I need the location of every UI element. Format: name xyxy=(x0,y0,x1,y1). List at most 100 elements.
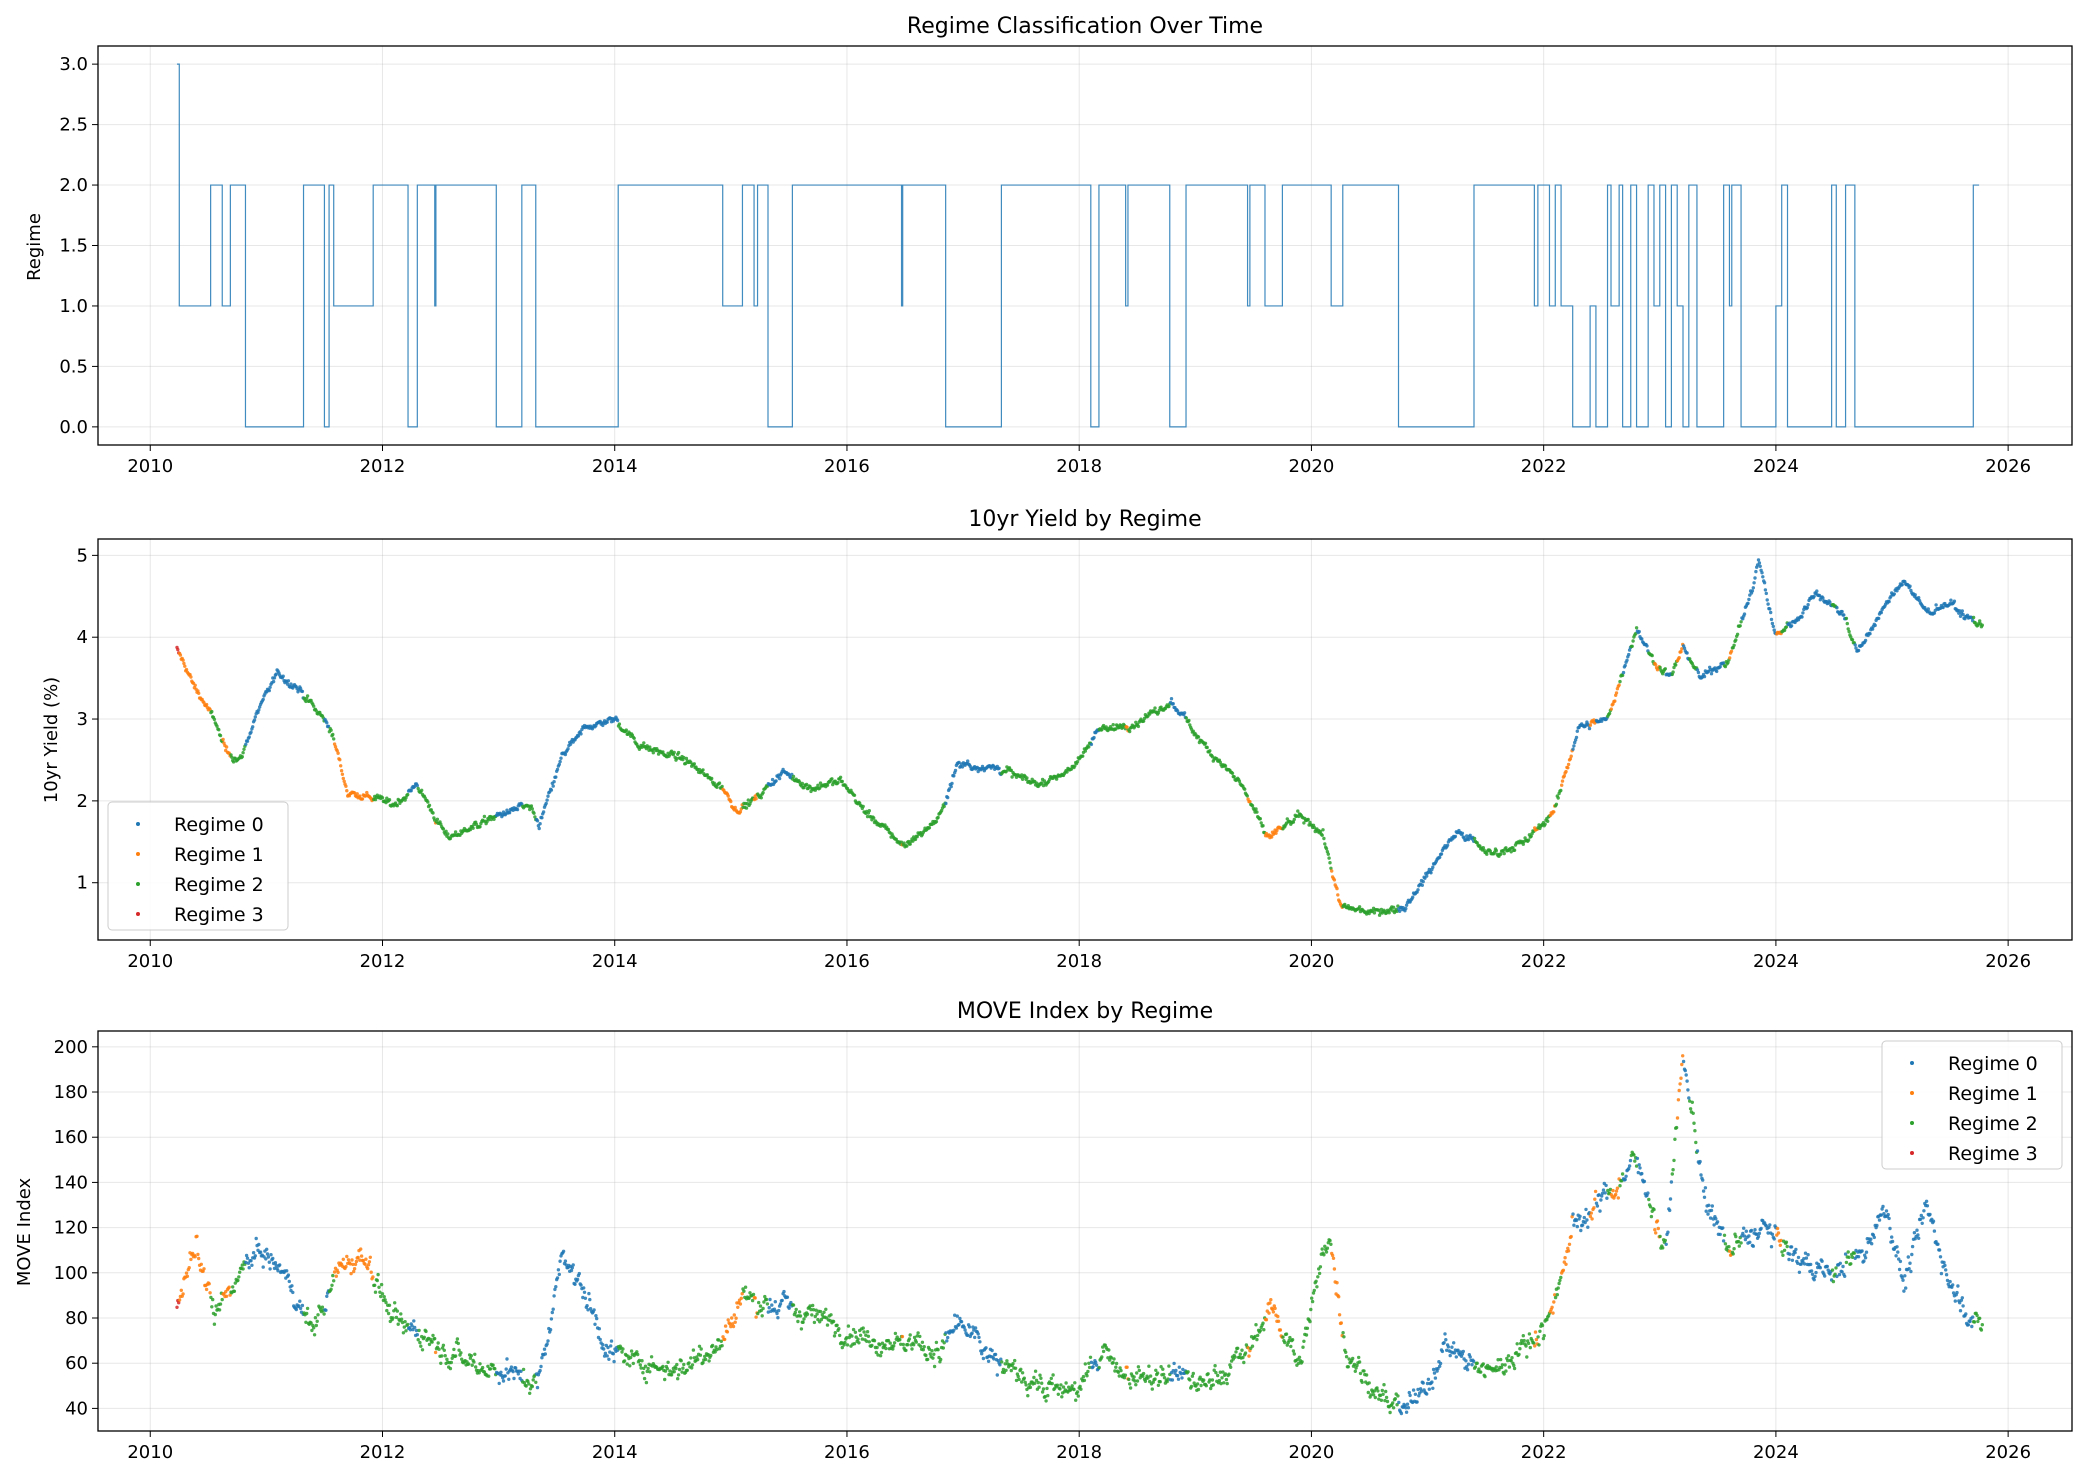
yield-data-point xyxy=(545,798,549,802)
yield-data-point xyxy=(1870,627,1875,631)
move-data-point xyxy=(1818,1266,1823,1270)
move-data-point xyxy=(1702,1195,1707,1200)
move-data-point xyxy=(1620,1172,1625,1176)
yield-data-point xyxy=(339,764,343,768)
move-data-point xyxy=(1925,1204,1930,1208)
yield-data-point xyxy=(1625,658,1629,662)
move-data-point xyxy=(1114,1361,1119,1366)
move-data-point xyxy=(833,1331,837,1335)
yield-data-point xyxy=(1895,589,1899,593)
move-data-point xyxy=(334,1274,338,1278)
yield-data-point xyxy=(576,734,581,738)
move-data-point xyxy=(449,1360,453,1365)
move-data-point xyxy=(1790,1258,1795,1263)
move-data-point xyxy=(932,1352,936,1357)
move-data-point xyxy=(437,1347,441,1351)
yield-data-point xyxy=(701,768,705,772)
yield-data-point xyxy=(1887,599,1891,604)
move-data-point xyxy=(1506,1354,1511,1358)
yield-x-tick-label: 2014 xyxy=(592,951,638,972)
yield-data-point xyxy=(744,806,749,810)
yield-data-point xyxy=(997,766,1001,770)
move-data-point xyxy=(1276,1319,1281,1324)
yield-data-point xyxy=(1627,652,1631,657)
yield-data-point xyxy=(1504,846,1508,850)
move-y-tick-label: 60 xyxy=(65,1353,88,1374)
move-data-point xyxy=(332,1279,336,1283)
yield-data-point xyxy=(1559,788,1563,793)
regime-chart-title: Regime Classification Over Time xyxy=(907,14,1263,39)
move-data-point xyxy=(406,1322,410,1327)
move-data-point xyxy=(358,1258,362,1262)
move-data-point xyxy=(1301,1345,1305,1349)
yield-data-point xyxy=(210,709,214,714)
move-data-point xyxy=(1404,1410,1409,1414)
yield-data-point xyxy=(1607,711,1612,716)
yield-data-point xyxy=(1466,837,1471,842)
move-data-point xyxy=(1243,1351,1248,1355)
move-data-point xyxy=(776,1316,780,1320)
yield-data-point xyxy=(385,796,389,800)
move-data-point xyxy=(1666,1230,1670,1234)
move-data-point xyxy=(1706,1212,1710,1216)
move-data-point xyxy=(736,1305,740,1310)
move-data-point xyxy=(597,1327,601,1331)
yield-data-point xyxy=(953,768,958,773)
yield-data-point xyxy=(537,826,541,831)
move-data-point xyxy=(1920,1221,1924,1226)
yield-data-point xyxy=(176,647,180,652)
yield-data-point xyxy=(976,769,980,774)
yield-data-point xyxy=(426,800,430,804)
move-data-point xyxy=(958,1316,962,1321)
move-data-point xyxy=(1704,1209,1708,1213)
move-data-point xyxy=(832,1334,837,1338)
yield-data-point xyxy=(272,676,277,680)
move-data-point xyxy=(1649,1214,1654,1219)
move-data-point xyxy=(427,1342,432,1347)
move-data-point xyxy=(1782,1248,1787,1253)
move-data-point xyxy=(582,1286,586,1290)
move-data-point xyxy=(287,1279,291,1284)
yield-data-point xyxy=(1330,869,1334,873)
yield-data-point xyxy=(1835,606,1839,610)
move-data-point xyxy=(1384,1389,1388,1394)
yield-data-point xyxy=(1771,624,1776,629)
move-data-point xyxy=(1324,1250,1329,1254)
yield-data-point xyxy=(1431,865,1435,869)
move-data-point xyxy=(1528,1345,1533,1350)
move-data-point xyxy=(753,1296,757,1300)
move-data-point xyxy=(1688,1107,1693,1111)
move-data-point xyxy=(535,1385,540,1390)
yield-data-point xyxy=(341,776,345,781)
move-data-point xyxy=(1290,1338,1295,1342)
move-data-point xyxy=(1305,1326,1310,1331)
move-data-point xyxy=(1161,1367,1165,1371)
yield-data-point xyxy=(492,817,496,821)
move-data-point xyxy=(1849,1262,1853,1266)
move-data-point xyxy=(1381,1392,1385,1397)
move-data-point xyxy=(1464,1359,1468,1363)
move-data-point xyxy=(1470,1363,1474,1367)
move-data-point xyxy=(1890,1235,1894,1239)
move-data-point xyxy=(932,1364,937,1369)
yield-data-point xyxy=(1255,810,1259,814)
yield-y-tick-label: 2 xyxy=(77,791,88,812)
yield-data-point xyxy=(1261,824,1265,828)
yield-data-point xyxy=(1169,697,1174,701)
move-data-point xyxy=(1512,1363,1516,1368)
move-data-point xyxy=(1304,1333,1309,1337)
move-data-point xyxy=(1533,1330,1538,1334)
yield-data-point xyxy=(672,750,676,755)
yield-y-tick-label: 1 xyxy=(77,873,88,894)
move-data-point xyxy=(217,1308,222,1312)
yield-data-point xyxy=(554,775,558,779)
move-data-point xyxy=(1107,1348,1111,1352)
yield-data-point xyxy=(183,664,187,668)
move-data-point xyxy=(1452,1341,1456,1345)
move-data-point xyxy=(725,1330,730,1334)
yield-data-point xyxy=(1674,663,1678,667)
move-data-point xyxy=(592,1308,596,1312)
yield-data-point xyxy=(861,804,865,809)
yield-x-tick-label: 2010 xyxy=(127,951,173,972)
move-data-point xyxy=(285,1269,289,1273)
